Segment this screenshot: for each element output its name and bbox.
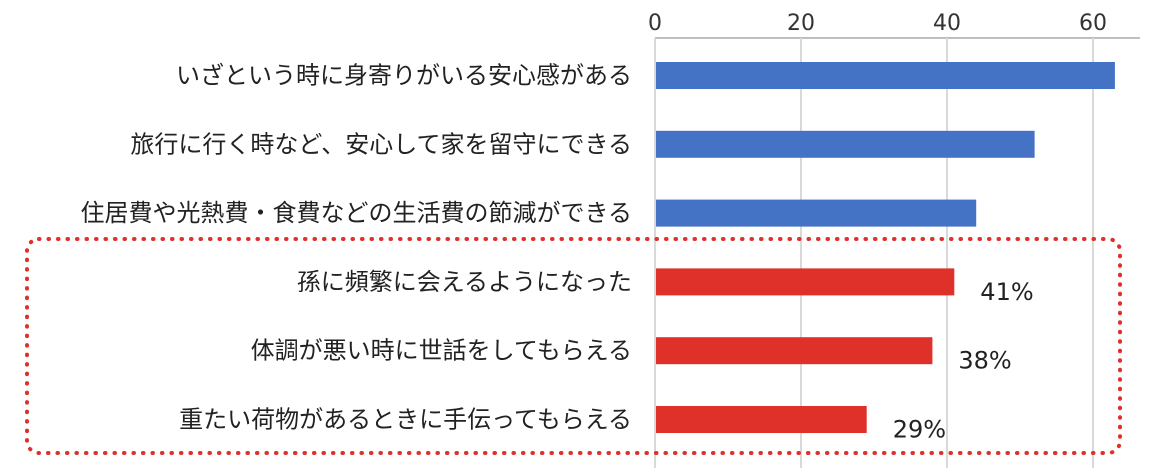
value-label: 41% [980, 278, 1033, 306]
bar [656, 130, 1035, 158]
grid-layer [654, 37, 1140, 468]
x-tick-label: 20 [787, 11, 815, 36]
x-tick-label: 0 [648, 11, 662, 36]
category-label: 重たい荷物があるときに手伝ってもらえる [179, 406, 632, 434]
highlight-box [25, 237, 1122, 455]
x-tick-label: 60 [1079, 11, 1107, 36]
value-label: 29% [893, 416, 946, 444]
category-label: 旅行に行く時など、安心して家を留守にできる [130, 130, 632, 158]
category-label: いざという時に身寄りがいる安心感がある [176, 62, 632, 90]
bars [656, 62, 1115, 433]
value-label: 38% [958, 347, 1011, 375]
bar [656, 62, 1115, 89]
category-label: 孫に頻繁に会えるようになった [297, 268, 632, 296]
x-tick-label: 40 [933, 11, 961, 36]
category-label: 体調が悪い時に世話をしてもらえる [251, 337, 632, 365]
category-label: 住居費や光熱費・食費などの生活費の節減ができる [80, 199, 632, 227]
bar [656, 337, 933, 365]
bar [656, 268, 955, 296]
x-axis-ticks: 0 20 40 60 [648, 11, 1107, 36]
category-labels: いざという時に身寄りがいる安心感がある旅行に行く時など、安心して家を留守にできる… [80, 62, 632, 434]
bar [656, 199, 977, 227]
bar [656, 406, 867, 433]
value-labels: 41% 38% 29% [893, 278, 1034, 444]
